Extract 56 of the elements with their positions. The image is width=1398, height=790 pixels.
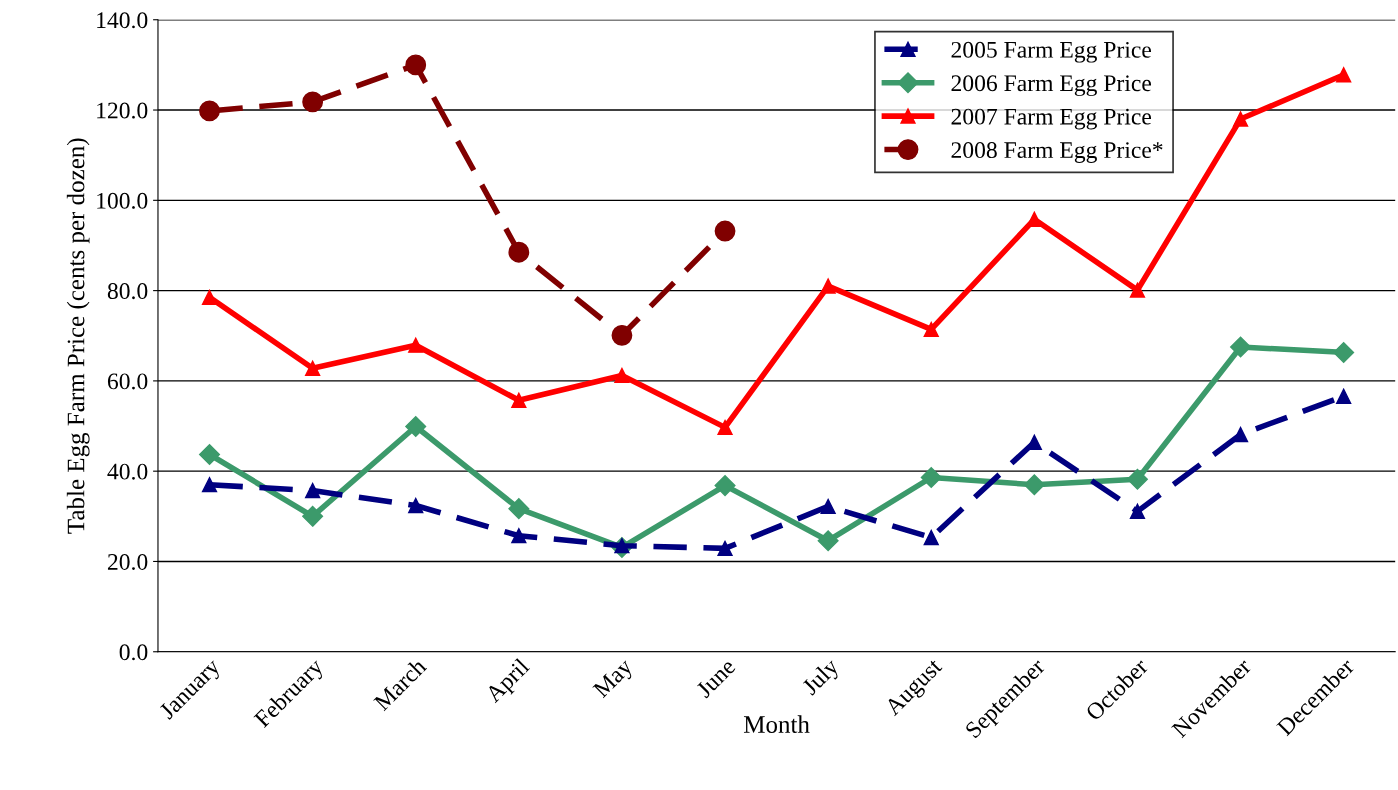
point xyxy=(304,482,321,499)
point xyxy=(1232,426,1249,443)
legend-label: 2007 Farm Egg Price xyxy=(951,108,1151,130)
point xyxy=(1026,211,1042,227)
point xyxy=(714,475,736,497)
y-tick-label: 60.0 xyxy=(107,373,148,390)
point xyxy=(405,415,427,438)
y-axis-title: Table Egg Farm Price (cents per dozen) xyxy=(66,138,90,534)
point xyxy=(302,91,324,113)
point xyxy=(408,337,424,353)
point xyxy=(302,505,324,527)
point xyxy=(511,528,527,544)
legend-label: 2005 Farm Egg Price xyxy=(951,41,1151,63)
point xyxy=(304,360,321,376)
point xyxy=(1126,468,1148,490)
point xyxy=(923,529,939,546)
point xyxy=(508,498,530,520)
point xyxy=(923,321,939,338)
point xyxy=(920,466,942,489)
point xyxy=(201,477,218,493)
y-tick-label: 80.0 xyxy=(107,283,148,300)
point xyxy=(717,540,733,557)
point xyxy=(1023,474,1045,496)
x-tick-label: May xyxy=(592,657,638,702)
point xyxy=(508,241,530,263)
point xyxy=(1232,111,1249,127)
point xyxy=(1336,67,1352,83)
y-tick-label: 0.0 xyxy=(119,644,148,661)
point xyxy=(405,54,427,76)
point xyxy=(408,497,424,514)
y-tick-label: 20.0 xyxy=(107,553,148,570)
point xyxy=(717,419,733,436)
legend-label: 2006 Farm Egg Price xyxy=(951,75,1151,97)
x-tick-label: July xyxy=(800,656,844,700)
point xyxy=(511,392,527,408)
point xyxy=(199,100,220,122)
point xyxy=(1129,503,1146,519)
point xyxy=(201,289,218,306)
point xyxy=(820,278,836,294)
x-tick-label: June xyxy=(695,657,737,699)
point xyxy=(817,530,839,552)
point xyxy=(199,443,221,465)
point xyxy=(614,367,630,384)
point xyxy=(714,220,736,242)
point xyxy=(1336,388,1352,404)
point xyxy=(1333,341,1355,363)
point xyxy=(1230,336,1252,358)
y-tick-label: 120.0 xyxy=(97,102,148,119)
legend-label: 2008 Farm Egg Price* xyxy=(951,142,1163,163)
point xyxy=(820,498,836,515)
y-tick-label: 140.0 xyxy=(97,12,148,29)
point xyxy=(1129,282,1146,298)
x-axis-title: Month xyxy=(743,715,810,733)
y-tick-label: 100.0 xyxy=(97,192,148,209)
y-tick-label: 40.0 xyxy=(107,463,148,480)
point xyxy=(611,324,633,346)
